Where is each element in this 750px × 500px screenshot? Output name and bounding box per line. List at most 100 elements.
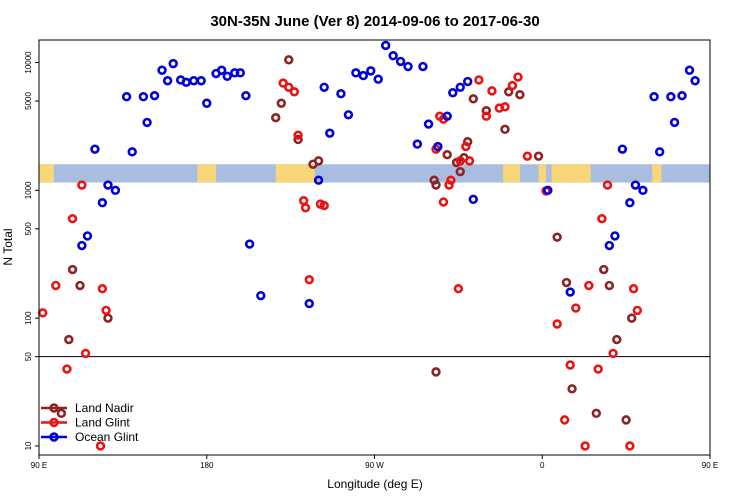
land-glint-point: [80, 348, 91, 359]
land-glint-point: [446, 175, 456, 185]
y-tick-label: 1000: [24, 181, 33, 199]
ocean-glint-point: [442, 111, 452, 121]
data-points: [38, 40, 700, 451]
y-axis-label: N Total: [1, 228, 15, 265]
x-tick-label: 90 E: [31, 461, 47, 470]
ocean-glint-point: [433, 141, 443, 152]
land-nadir-point: [75, 280, 85, 291]
land-glint-point: [455, 156, 465, 166]
ocean-glint-point: [256, 290, 266, 301]
ocean-glint-point: [617, 144, 628, 154]
land-glint-point: [507, 80, 518, 91]
land-mask-segment: [39, 164, 54, 183]
land-nadir-point: [500, 124, 510, 135]
land-glint-point: [51, 280, 61, 291]
ocean-glint-point: [181, 77, 191, 88]
ocean-glint-point: [157, 65, 167, 75]
ocean-glint-point: [677, 90, 687, 101]
land-glint-point: [97, 283, 108, 294]
ocean-glint-point: [121, 92, 132, 102]
land-glint-point: [95, 441, 106, 451]
ocean-glint-point: [412, 139, 423, 149]
land-glint-point: [584, 280, 594, 291]
ocean-glint-point: [103, 180, 113, 190]
land-nadir-point: [612, 334, 622, 345]
ocean-glint-point: [380, 40, 391, 51]
land-glint-point: [293, 130, 303, 140]
y-tick-label: 500: [24, 222, 33, 236]
land-nadir-point: [455, 166, 465, 177]
land-nadir-point: [599, 264, 609, 275]
land-glint-point: [62, 364, 72, 374]
land-nadir-point: [64, 334, 74, 345]
x-tick-label: 90 W: [365, 461, 384, 470]
ocean-glint-point: [127, 147, 137, 157]
ocean-glint-point: [216, 65, 227, 75]
ocean-glint-point: [351, 68, 361, 78]
land-glint-point: [481, 111, 492, 121]
land-glint-point: [464, 156, 475, 166]
land-glint-point: [38, 308, 48, 318]
ocean-glint-point: [625, 198, 635, 208]
land-nadir-point: [591, 408, 602, 419]
land-mask-segment: [652, 164, 662, 183]
ocean-glint-point: [142, 117, 152, 128]
land-mask-segment: [538, 164, 546, 183]
y-axis: 10 50 100 500 1000 5000 10000: [24, 51, 39, 450]
ocean-glint-point: [455, 82, 465, 92]
ocean-glint-point: [202, 98, 212, 108]
legend-marker-land-glint: [49, 417, 59, 428]
land-glint-point: [101, 305, 111, 316]
ocean-glint-point: [638, 185, 648, 196]
ocean-glint-point: [448, 88, 458, 98]
land-glint-point: [289, 87, 300, 97]
legend-label-ocean-glint: Ocean Glint: [75, 430, 139, 444]
y-tick-label: 5000: [24, 92, 33, 110]
ocean-glint-point: [235, 68, 246, 78]
land-glint-point: [284, 82, 294, 92]
legend-label-land-nadir: Land Nadir: [75, 401, 134, 415]
ocean-glint-point: [604, 240, 615, 251]
land-glint-point: [597, 213, 607, 224]
y-tick-label: 50: [24, 352, 33, 361]
y-tick-label: 10000: [24, 51, 33, 74]
ocean-glint-point: [610, 231, 620, 241]
land-glint-point: [298, 195, 309, 206]
land-mask-segment: [503, 164, 520, 183]
ocean-glint-point: [388, 51, 398, 61]
land-nadir-point: [431, 180, 441, 190]
land-glint-point: [565, 360, 575, 370]
land-glint-point: [571, 303, 581, 313]
land-glint-point: [552, 319, 562, 329]
ocean-glint-point: [630, 180, 641, 190]
ocean-glint-point: [690, 76, 700, 86]
x-axis-label: Longitude (deg E): [327, 477, 422, 491]
land-mask-segment: [275, 164, 315, 183]
land-nadir-point: [103, 313, 113, 323]
ocean-glint-point: [138, 92, 149, 102]
land-nadir-point: [276, 98, 287, 108]
land-glint-point: [513, 72, 523, 82]
ocean-glint-point: [462, 76, 473, 87]
land-glint-point: [438, 197, 449, 207]
land-glint-point: [628, 283, 639, 294]
legend-marker-ocean-glint: [49, 432, 59, 442]
ocean-glint-point: [468, 194, 478, 205]
land-glint-point: [500, 102, 510, 112]
land-nadir-point: [271, 113, 281, 123]
ocean-glint-point: [149, 90, 160, 101]
ocean-glint-point: [189, 76, 199, 86]
ocean-glint-point: [110, 185, 121, 196]
land-nadir-point: [604, 280, 615, 291]
land-glint-point: [278, 78, 288, 88]
land-nadir-point: [284, 55, 294, 65]
land-mask-segment: [551, 164, 591, 183]
ocean-glint-point: [358, 70, 369, 81]
land-nadir-point: [533, 151, 544, 161]
ocean-glint-point: [97, 198, 108, 208]
land-nadir-point: [567, 384, 577, 394]
land-nadir-point: [442, 150, 452, 160]
land-glint-point: [593, 364, 603, 374]
ocean-glint-point: [77, 240, 87, 251]
land-nadir-point: [627, 313, 637, 323]
